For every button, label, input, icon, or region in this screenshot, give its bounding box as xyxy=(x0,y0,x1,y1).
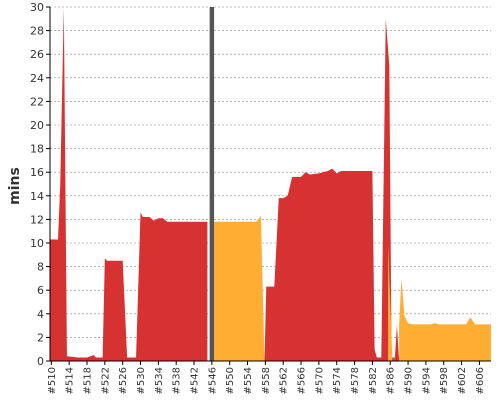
y-tick-label: 28 xyxy=(30,25,44,38)
x-tick-label: #574 xyxy=(332,367,343,394)
y-tick-label: 26 xyxy=(30,48,44,61)
area-series-failed xyxy=(50,7,208,361)
y-tick-label: 6 xyxy=(37,284,44,297)
y-tick-label: 0 xyxy=(37,355,44,368)
y-axis-label: mins xyxy=(7,167,23,205)
x-tick-label: #534 xyxy=(154,367,165,394)
area-series-failed xyxy=(264,18,395,362)
x-tick-label: #578 xyxy=(350,367,361,394)
area-series-failed xyxy=(394,325,400,361)
x-tick-label: #582 xyxy=(368,367,379,394)
x-tick-label: #558 xyxy=(261,367,272,394)
y-tick-label: 16 xyxy=(30,166,44,179)
x-tick-label: #606 xyxy=(475,367,486,394)
x-tick-label: #590 xyxy=(404,367,415,394)
y-tick-label: 24 xyxy=(30,72,44,85)
x-tick-label: #554 xyxy=(243,367,254,394)
x-tick-label: #566 xyxy=(297,367,308,394)
marker-bar xyxy=(209,7,215,361)
x-tick-label: #550 xyxy=(225,367,236,394)
y-tick-label: 20 xyxy=(30,119,44,132)
x-tick-label: #542 xyxy=(190,367,201,394)
x-tick-label: #510 xyxy=(47,367,58,394)
x-tick-label: #602 xyxy=(457,367,468,394)
y-tick-label: 22 xyxy=(30,95,44,108)
area-series-unstable xyxy=(399,278,491,361)
y-tick-label: 30 xyxy=(30,1,44,14)
x-tick-label: #514 xyxy=(65,367,76,394)
x-tick-label: #546 xyxy=(207,367,218,394)
area-layer xyxy=(50,7,491,362)
y-tick-label: 12 xyxy=(30,213,44,226)
y-tick-label: 8 xyxy=(37,261,44,274)
x-tick-label: #598 xyxy=(439,367,450,394)
x-tick-label: #562 xyxy=(279,367,290,394)
y-tick-label: 2 xyxy=(37,331,44,344)
area-series-unstable xyxy=(388,243,393,361)
x-tick-label: #522 xyxy=(100,367,111,394)
x-tick-label: #570 xyxy=(314,367,325,394)
y-tick-label: 4 xyxy=(37,308,44,321)
x-tick-label: #538 xyxy=(172,367,183,394)
y-tick-label: 18 xyxy=(30,143,44,156)
x-tick-label: #594 xyxy=(421,367,432,394)
area-series-unstable xyxy=(214,215,265,361)
x-tick-label: #586 xyxy=(386,367,397,394)
y-tick-label: 14 xyxy=(30,190,44,203)
x-tick-label: #518 xyxy=(83,367,94,394)
x-tick-label: #530 xyxy=(136,367,147,394)
x-tick-label: #526 xyxy=(118,367,129,394)
y-tick-label: 10 xyxy=(30,237,44,250)
